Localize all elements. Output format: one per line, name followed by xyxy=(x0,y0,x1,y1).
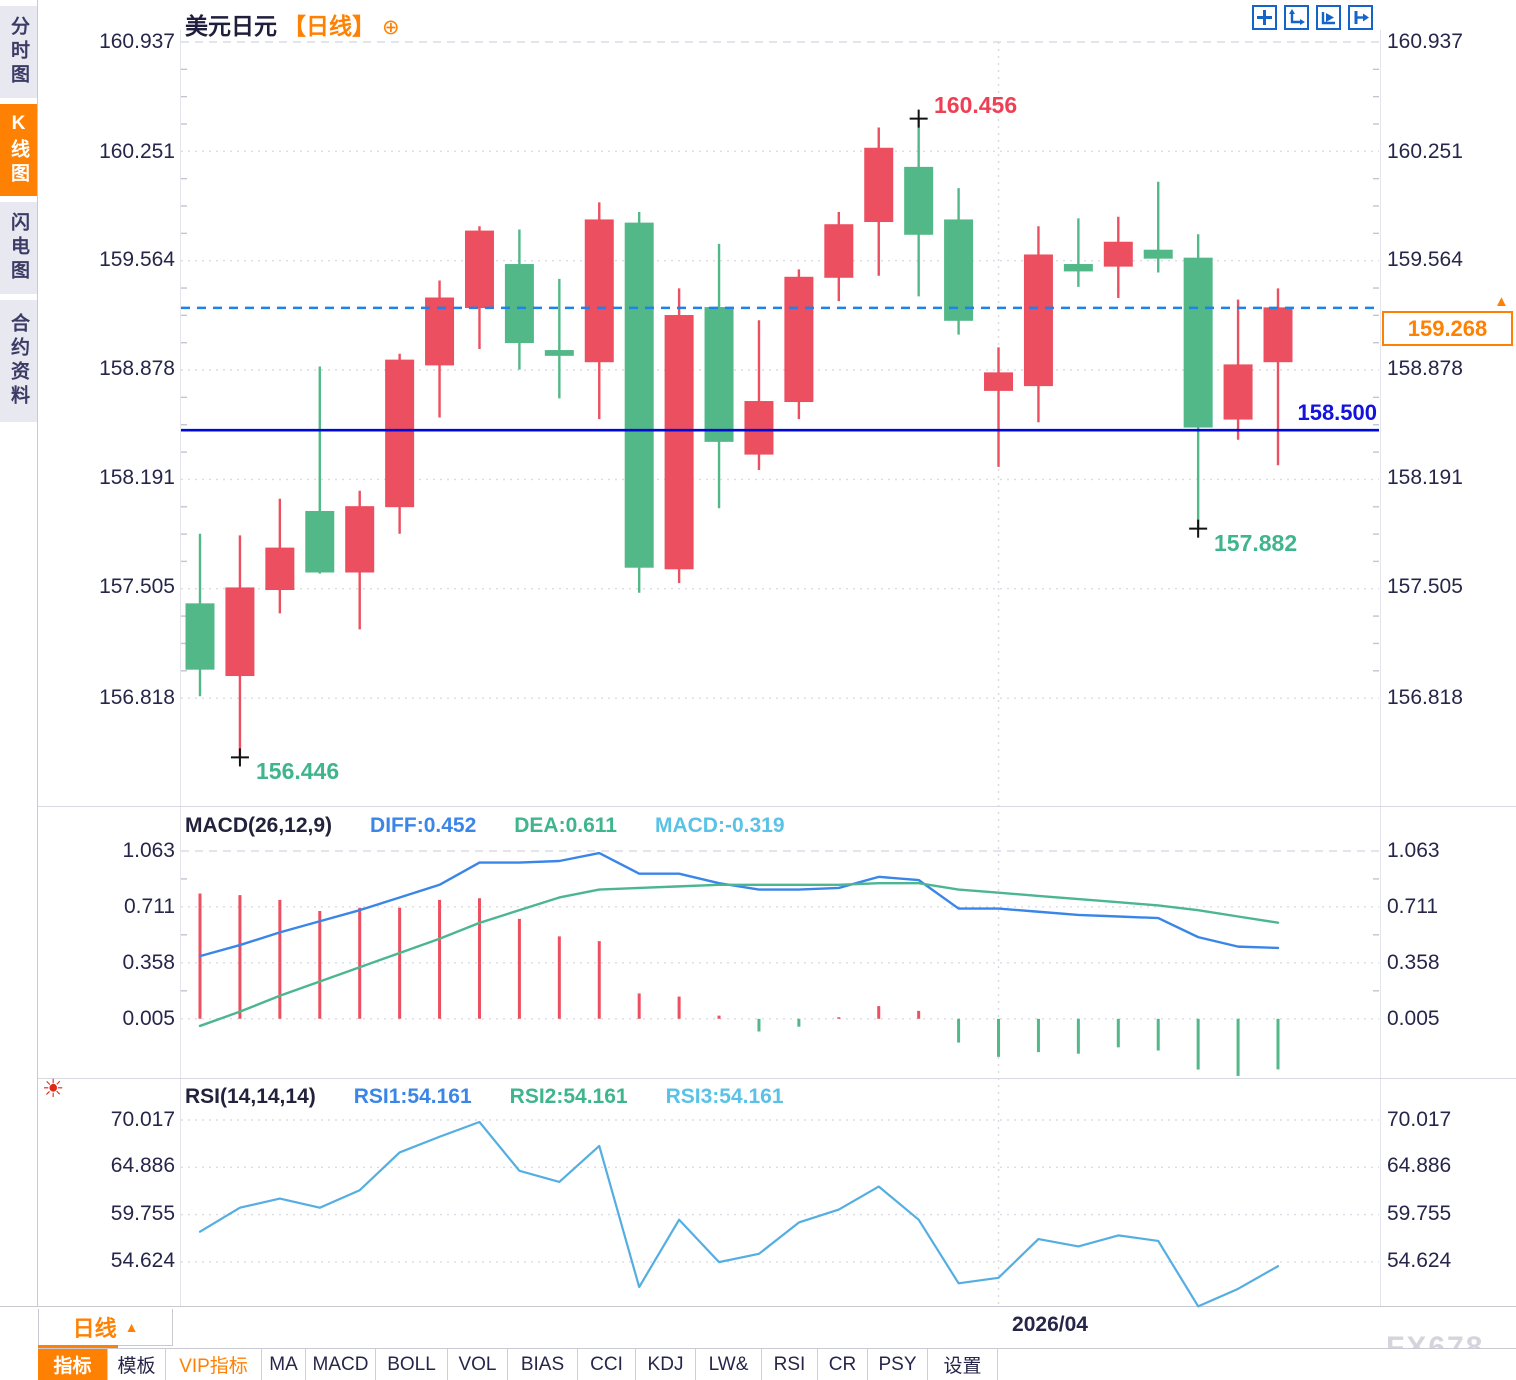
price-axis-label: 156.818 xyxy=(1387,686,1463,709)
macd-axis-label: 0.358 xyxy=(1387,951,1440,974)
tab-vip-indicators[interactable]: VIP指标 xyxy=(166,1349,262,1380)
tab-settings[interactable]: 设置 xyxy=(928,1349,998,1380)
rsi-params-label: RSI(14,14,14) xyxy=(185,1085,316,1108)
rsi-panel-separator xyxy=(38,1078,1516,1079)
tab-ma[interactable]: MA xyxy=(262,1349,306,1380)
rsi2-label: RSI2:54.161 xyxy=(509,1085,628,1108)
price-axis-label: 158.878 xyxy=(1387,357,1463,380)
price-axis-label: 158.878 xyxy=(99,357,175,380)
circle-plus-icon[interactable]: ⊕ xyxy=(382,16,400,39)
rsi3-label: RSI3:54.161 xyxy=(665,1085,784,1108)
tab-bias[interactable]: BIAS xyxy=(508,1349,578,1380)
period-selector-label: 日线 xyxy=(72,1316,117,1341)
tab-boll[interactable]: BOLL xyxy=(376,1349,448,1380)
rsi-header: RSI(14,14,14) RSI1:54.161 RSI2:54.161 RSI3:… xyxy=(185,1085,822,1109)
plot-right-border xyxy=(1380,30,1381,1306)
rsi-axis-label: 54.624 xyxy=(1387,1249,1452,1272)
tab-cci[interactable]: CCI xyxy=(578,1349,636,1380)
rsi-axis-label: 59.755 xyxy=(1387,1202,1452,1225)
rsi1-label: RSI1:54.161 xyxy=(353,1085,472,1108)
high-annotation: 160.456 xyxy=(934,92,1018,118)
tab-kdj[interactable]: KDJ xyxy=(636,1349,696,1380)
price-axis-label: 157.505 xyxy=(1387,575,1463,598)
tabs-filler xyxy=(998,1349,1516,1380)
sidebar-item-label: 合约资料 xyxy=(8,313,29,409)
sidebar-item-timeshare[interactable]: 分时图 xyxy=(0,6,37,98)
macd-diff-label: DIFF:0.452 xyxy=(370,814,477,837)
triangle-up-icon: ▲ xyxy=(124,1319,139,1335)
rsi-axis-label: 59.755 xyxy=(110,1202,175,1225)
period-selector-button[interactable]: 日线 ▲ xyxy=(38,1309,173,1346)
current-price-tag: 159.268 xyxy=(1382,311,1513,346)
crosshair-pan-icon[interactable] xyxy=(1252,5,1277,30)
low-annotation: 156.446 xyxy=(256,758,340,784)
price-axis-label: 159.564 xyxy=(1387,248,1463,271)
price-axis-label: 159.564 xyxy=(99,248,175,271)
rsi-axis-label: 64.886 xyxy=(1387,1154,1452,1177)
price-axis-label: 158.191 xyxy=(1387,466,1463,489)
macd-params-label: MACD(26,12,9) xyxy=(185,814,333,837)
rsi-axis-label: 54.624 xyxy=(110,1249,175,1272)
price-axis-label: 160.937 xyxy=(1387,30,1463,53)
low2-annotation: 157.882 xyxy=(1214,530,1298,556)
tab-templates[interactable]: 模板 xyxy=(108,1349,166,1380)
tab-lwr[interactable]: LW& xyxy=(696,1349,762,1380)
period-tag: 【日线】 xyxy=(283,13,375,39)
tab-indicators[interactable]: 指标 xyxy=(38,1349,108,1380)
macd-axis-label: 0.005 xyxy=(1387,1007,1440,1030)
price-axis-label: 160.937 xyxy=(99,30,175,53)
macd-axis-label: 0.358 xyxy=(122,951,175,974)
macd-value-label: MACD:-0.319 xyxy=(654,814,785,837)
rsi-axis-label: 64.886 xyxy=(110,1154,175,1177)
sidebar-item-contract-info[interactable]: 合约资料 xyxy=(0,300,37,422)
symbol-title: 美元日元 xyxy=(185,13,277,39)
chart-header: 美元日元 【日线】 ⊕ xyxy=(185,7,400,41)
macd-axis-label: 0.711 xyxy=(124,895,175,918)
tab-macd[interactable]: MACD xyxy=(306,1349,376,1380)
sidebar-item-label: 分时图 xyxy=(8,16,29,88)
macd-axis-label: 0.711 xyxy=(1387,895,1438,918)
macd-axis-label: 0.005 xyxy=(122,1007,175,1030)
sidebar-item-lightning[interactable]: 闪电图 xyxy=(0,202,37,294)
macd-panel-separator xyxy=(38,806,1516,807)
footer-separator xyxy=(0,1306,1516,1307)
alert-sun-icon[interactable]: ☀ xyxy=(42,1075,65,1103)
price-up-arrow-icon: ▲ xyxy=(1494,293,1509,310)
macd-axis-label: 1.063 xyxy=(1387,839,1440,862)
price-axis-label: 156.818 xyxy=(99,686,175,709)
macd-axis-label: 1.063 xyxy=(122,839,175,862)
sidebar-item-label: K线图 xyxy=(8,113,29,187)
price-axis-label: 157.505 xyxy=(99,575,175,598)
tab-vol[interactable]: VOL xyxy=(448,1349,508,1380)
tab-rsi[interactable]: RSI xyxy=(762,1349,818,1380)
rsi-axis-label: 70.017 xyxy=(110,1108,175,1131)
axis-play-icon[interactable] xyxy=(1316,5,1341,30)
left-sidebar: 分时图 K线图 闪电图 合约资料 xyxy=(0,0,38,1306)
price-axis-label: 160.251 xyxy=(1387,140,1463,163)
axis-fit-icon[interactable] xyxy=(1284,5,1309,30)
price-axis-label: 158.191 xyxy=(99,466,175,489)
rsi-axis-label: 70.017 xyxy=(1387,1108,1452,1131)
active-tab-underline xyxy=(38,1345,118,1348)
sidebar-item-kline[interactable]: K线图 xyxy=(0,104,37,196)
plot-left-border xyxy=(180,30,181,1306)
tab-cr[interactable]: CR xyxy=(818,1349,868,1380)
chart-toolbar xyxy=(1252,5,1373,30)
macd-dea-label: DEA:0.611 xyxy=(514,814,617,837)
sidebar-item-label: 闪电图 xyxy=(8,212,29,284)
support-level-label: 158.500 xyxy=(1297,400,1377,425)
macd-header: MACD(26,12,9) DIFF:0.452 DEA:0.611 MACD:-0.… xyxy=(185,814,823,838)
month-axis-label: 2026/04 xyxy=(1012,1313,1088,1336)
tab-psy[interactable]: PSY xyxy=(868,1349,928,1380)
shift-right-icon[interactable] xyxy=(1348,5,1373,30)
price-axis-label: 160.251 xyxy=(99,140,175,163)
indicator-tabs-bar: 指标 模板 VIP指标 MA MACD BOLL VOL BIAS CCI KD… xyxy=(38,1348,1516,1380)
